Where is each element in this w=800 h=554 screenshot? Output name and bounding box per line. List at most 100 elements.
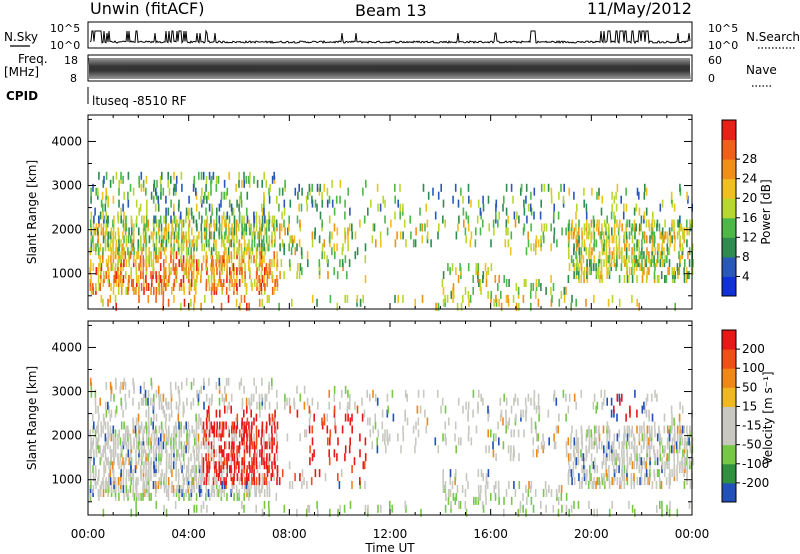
velocity-point <box>150 417 153 426</box>
power-point <box>527 203 530 212</box>
power-point <box>210 231 213 240</box>
velocity-point <box>669 500 671 509</box>
power-point <box>372 223 374 232</box>
power-point <box>550 187 553 196</box>
velocity-point <box>633 473 635 482</box>
power-point <box>359 219 361 228</box>
power-point <box>628 267 631 276</box>
velocity-point <box>561 504 563 513</box>
power-point <box>545 223 548 232</box>
velocity-point <box>606 397 608 406</box>
power-point <box>535 279 538 287</box>
power-point <box>158 271 160 280</box>
velocity-point <box>625 441 628 450</box>
power-point <box>311 294 314 303</box>
velocity-point <box>660 481 663 489</box>
velocity-point <box>135 457 137 466</box>
velocity-point <box>538 405 541 414</box>
power-point <box>289 235 291 244</box>
power-point <box>160 191 162 200</box>
power-colorbar-segment <box>722 237 736 258</box>
power-point <box>112 195 115 204</box>
power-point <box>137 251 140 260</box>
velocity-point <box>640 465 643 474</box>
power-point <box>109 231 112 240</box>
velocity-point <box>223 457 226 466</box>
velocity-point <box>570 441 572 450</box>
power-point <box>240 191 242 200</box>
velocity-point <box>222 421 225 430</box>
power-point <box>300 247 303 256</box>
velocity-point <box>288 397 291 406</box>
velocity-point <box>108 405 110 414</box>
power-point <box>347 187 349 196</box>
velocity-point <box>492 441 494 450</box>
power-point <box>205 207 207 216</box>
velocity-point <box>503 508 505 517</box>
power-point <box>462 207 465 216</box>
velocity-point <box>193 429 195 438</box>
velocity-point <box>268 401 271 410</box>
power-point <box>656 275 659 283</box>
velocity-point <box>201 425 203 434</box>
power-point <box>162 275 165 283</box>
power-point <box>596 191 598 200</box>
power-point <box>258 298 261 307</box>
power-point <box>661 259 664 268</box>
power-point <box>628 255 630 264</box>
velocity-point <box>505 489 508 497</box>
velocity-point <box>487 429 489 438</box>
velocity-point <box>208 421 211 430</box>
power-point <box>173 231 176 240</box>
velocity-point <box>256 465 259 474</box>
power-point <box>225 215 227 224</box>
velocity-point <box>253 433 255 442</box>
power-point <box>626 219 628 228</box>
velocity-point <box>210 441 213 450</box>
velocity-point <box>124 457 127 466</box>
velocity-point <box>188 492 190 501</box>
power-point <box>644 183 646 192</box>
power-point <box>122 231 124 240</box>
velocity-point <box>606 421 609 430</box>
power-point <box>550 223 552 232</box>
power-point <box>168 271 171 280</box>
power-point <box>261 275 264 283</box>
velocity-point <box>467 401 470 410</box>
velocity-point <box>611 441 614 450</box>
power-point <box>159 263 162 272</box>
power-point <box>288 259 291 268</box>
power-point <box>273 215 276 224</box>
velocity-point <box>152 445 155 454</box>
power-point <box>200 223 203 232</box>
power-point <box>419 223 422 232</box>
power-point <box>495 211 497 220</box>
power-point <box>468 298 470 307</box>
velocity-point <box>542 489 545 497</box>
velocity-point <box>275 429 278 438</box>
power-point <box>344 211 346 220</box>
velocity-point <box>316 500 318 509</box>
power-point <box>321 219 323 228</box>
power-point <box>260 283 263 291</box>
power-point <box>415 227 417 236</box>
velocity-point <box>553 389 556 398</box>
power-point <box>525 279 527 287</box>
velocity-point <box>142 393 145 402</box>
power-point <box>601 247 604 256</box>
power-point <box>221 283 224 291</box>
velocity-point <box>554 441 557 450</box>
velocity-point <box>578 473 580 482</box>
velocity-point <box>225 477 227 486</box>
power-point <box>573 271 575 280</box>
power-colorbar-segment <box>722 159 736 180</box>
velocity-point <box>626 461 629 470</box>
velocity-point <box>105 457 108 466</box>
power-colorbar-segment <box>722 256 736 277</box>
velocity-point <box>193 504 195 513</box>
power-point <box>426 219 429 228</box>
power-point <box>510 231 513 240</box>
velocity-point <box>120 445 122 454</box>
power-point <box>505 279 508 287</box>
power-point <box>299 219 301 228</box>
